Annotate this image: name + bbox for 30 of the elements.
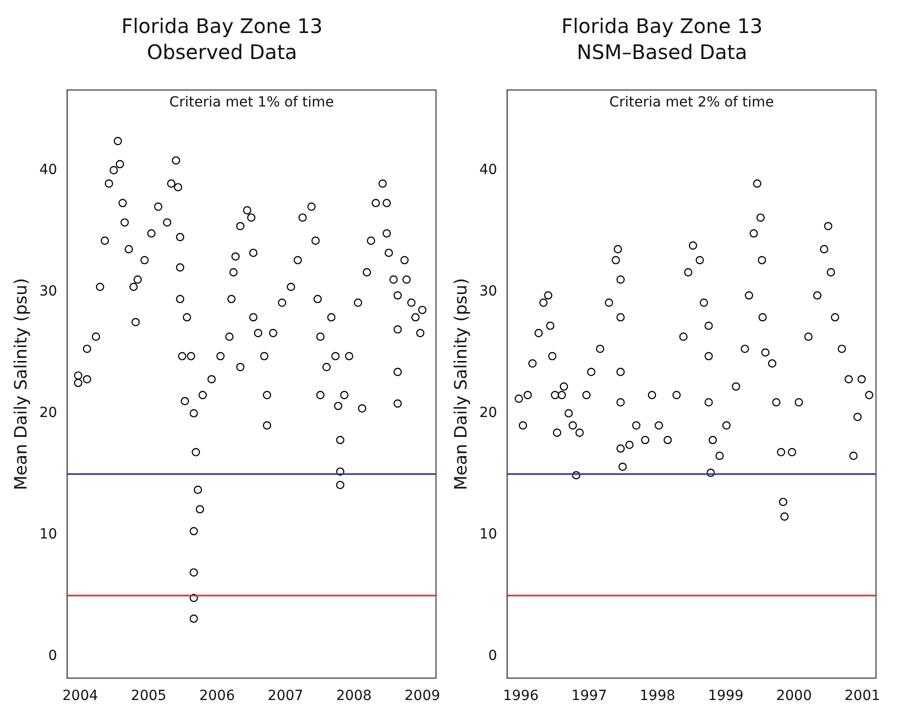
y-tick-label: 30 xyxy=(479,283,498,300)
chart-subtitle: Observed Data xyxy=(146,40,298,64)
x-tick-label: 1997 xyxy=(571,688,607,704)
x-tick-label: 1996 xyxy=(503,688,539,704)
y-axis-title: Mean Daily Salinity (psu) xyxy=(452,278,472,490)
y-tick-label: 0 xyxy=(48,648,58,664)
x-tick-label: 2005 xyxy=(130,688,166,704)
y-tick-label: 20 xyxy=(39,404,58,421)
x-tick-label: 2004 xyxy=(62,688,98,704)
y-tick-label: 10 xyxy=(479,526,498,542)
y-tick-label: 40 xyxy=(39,162,58,178)
x-tick-label: 1999 xyxy=(708,688,744,704)
chart-title: Florida Bay Zone 13 xyxy=(561,14,763,38)
y-tick-label: 20 xyxy=(479,404,498,421)
x-tick-label: 2008 xyxy=(336,688,372,704)
x-tick-label: 2007 xyxy=(268,688,304,704)
chart-subtitle: NSM–Based Data xyxy=(576,40,748,64)
y-axis-title: Mean Daily Salinity (psu) xyxy=(12,278,32,490)
x-tick-label: 2009 xyxy=(404,688,440,704)
y-tick-label: 10 xyxy=(39,526,58,542)
x-tick-label: 1998 xyxy=(640,688,676,704)
y-tick-label: 30 xyxy=(39,283,58,300)
annotation: Criteria met 2% of time xyxy=(609,94,774,111)
x-tick-label: 2006 xyxy=(199,688,235,704)
y-tick-label: 0 xyxy=(488,648,498,664)
x-tick-label: 2001 xyxy=(844,688,880,704)
chart-title: Florida Bay Zone 13 xyxy=(121,14,323,38)
annotation: Criteria met 1% of time xyxy=(169,94,334,111)
y-tick-label: 40 xyxy=(479,162,498,178)
x-tick-label: 2000 xyxy=(776,688,812,704)
